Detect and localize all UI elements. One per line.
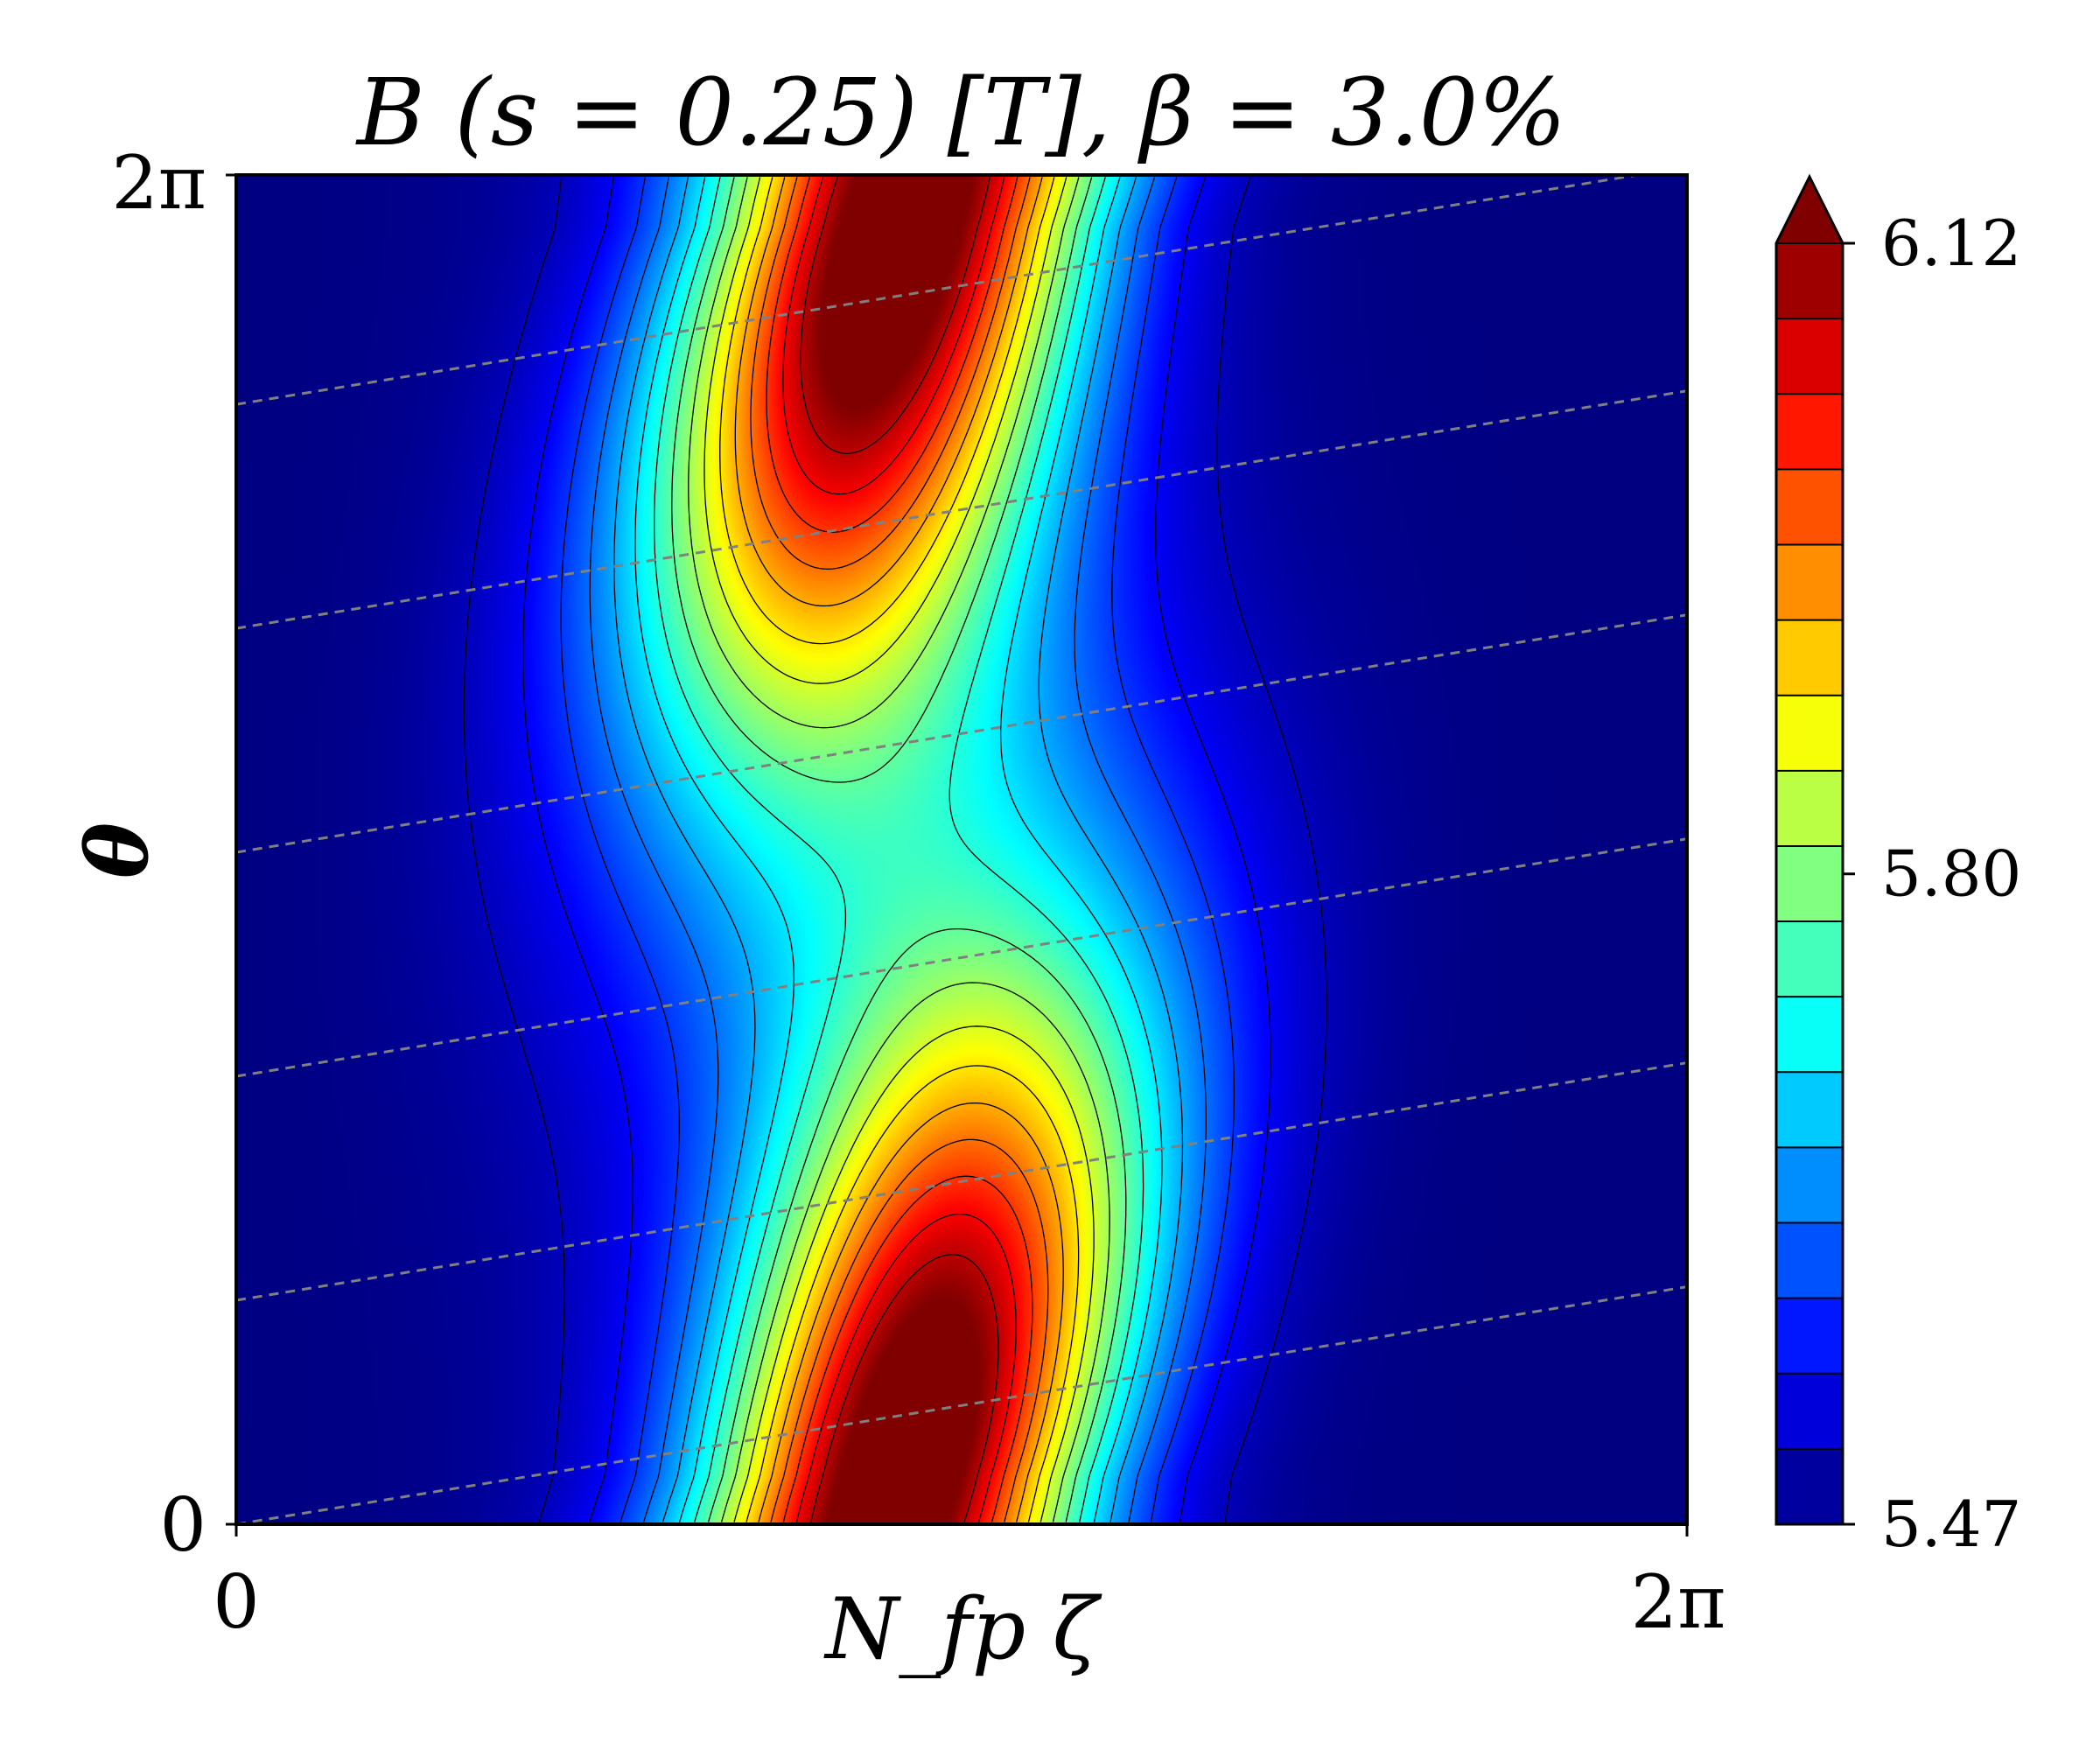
colorbar-band-3 — [1776, 1298, 1843, 1375]
contour-line-15 — [782, 177, 1017, 1522]
x-axis: 0 2π N_fp ζ — [213, 1524, 1726, 1678]
contour-line-14 — [766, 177, 1033, 1522]
colorbar-outline — [1774, 173, 1844, 1526]
contour-line-5 — [613, 177, 1184, 1522]
field-line-6 — [236, 175, 1646, 406]
colorbar-band-17 — [1776, 243, 1843, 319]
colorbar-extend-triangle — [1774, 174, 1844, 244]
contour-line-3 — [560, 177, 1236, 1522]
colorbar-band-6 — [1776, 1072, 1843, 1149]
contour-line-13 — [750, 177, 1049, 1522]
colorbar-band-8 — [1776, 921, 1843, 998]
colorbar-band-9 — [1776, 845, 1843, 922]
field-line-2 — [236, 1061, 1687, 1302]
contour-line-10 — [704, 177, 1095, 1522]
x-tick-label-right: 2π — [1631, 1559, 1726, 1645]
field-line-5 — [236, 389, 1687, 630]
x-tick-label-left: 0 — [213, 1559, 259, 1645]
contour-lines — [463, 177, 1327, 1522]
contour-line-8 — [671, 177, 1127, 1522]
colorbar-band-2 — [1776, 1373, 1843, 1450]
colorbar-tick-label-2: 5.80 — [1881, 837, 2021, 911]
colorbar-band-7 — [1776, 997, 1843, 1073]
field-lines — [236, 175, 1687, 1524]
heatmap-image — [236, 175, 1687, 1524]
colorbar-bands — [1776, 243, 1843, 1524]
field-line-3 — [236, 837, 1687, 1078]
colorbar-level-lines — [1776, 318, 1843, 1450]
y-tick-label-bottom: 0 — [160, 1482, 206, 1568]
contour-line-16 — [800, 177, 999, 1522]
field-line-4 — [236, 613, 1687, 854]
colorbar-ticks: 6.12 5.80 5.47 — [1843, 206, 2021, 1561]
colorbar-band-13 — [1776, 544, 1843, 621]
chart-title: B (s = 0.25) [T], β = 3.0% — [355, 59, 1566, 166]
colorbar-tick-label-3: 5.47 — [1881, 1488, 2021, 1561]
colorbar-band-10 — [1776, 770, 1843, 847]
colorbar-band-16 — [1776, 318, 1843, 395]
colorbar-band-11 — [1776, 695, 1843, 772]
colorbar-band-5 — [1776, 1147, 1843, 1224]
x-axis-label: N_fp ζ — [823, 1580, 1102, 1678]
contour-line-11 — [719, 177, 1080, 1522]
contour-line-7 — [654, 177, 1144, 1522]
contour-line-2 — [522, 177, 1271, 1522]
contour-line-9 — [688, 177, 1110, 1522]
field-line-1 — [236, 1285, 1687, 1524]
colorbar-band-4 — [1776, 1222, 1843, 1299]
y-axis: 2π 0 θ — [68, 140, 236, 1568]
colorbar-band-1 — [1776, 1448, 1843, 1524]
contour-line-6 — [634, 177, 1163, 1522]
y-axis-label: θ — [68, 822, 167, 878]
y-tick-label-top: 2π — [111, 140, 206, 226]
contour-line-1 — [463, 177, 1327, 1522]
plot-frame — [234, 173, 1689, 1526]
colorbar: 6.12 5.80 5.47 — [1774, 173, 2021, 1561]
colorbar-band-12 — [1776, 620, 1843, 696]
colorbar-band-15 — [1776, 394, 1843, 470]
heatmap-area — [234, 173, 1689, 1526]
colorbar-tick-label-1: 6.12 — [1881, 206, 2021, 280]
contour-line-4 — [589, 177, 1207, 1522]
colorbar-band-14 — [1776, 469, 1843, 546]
